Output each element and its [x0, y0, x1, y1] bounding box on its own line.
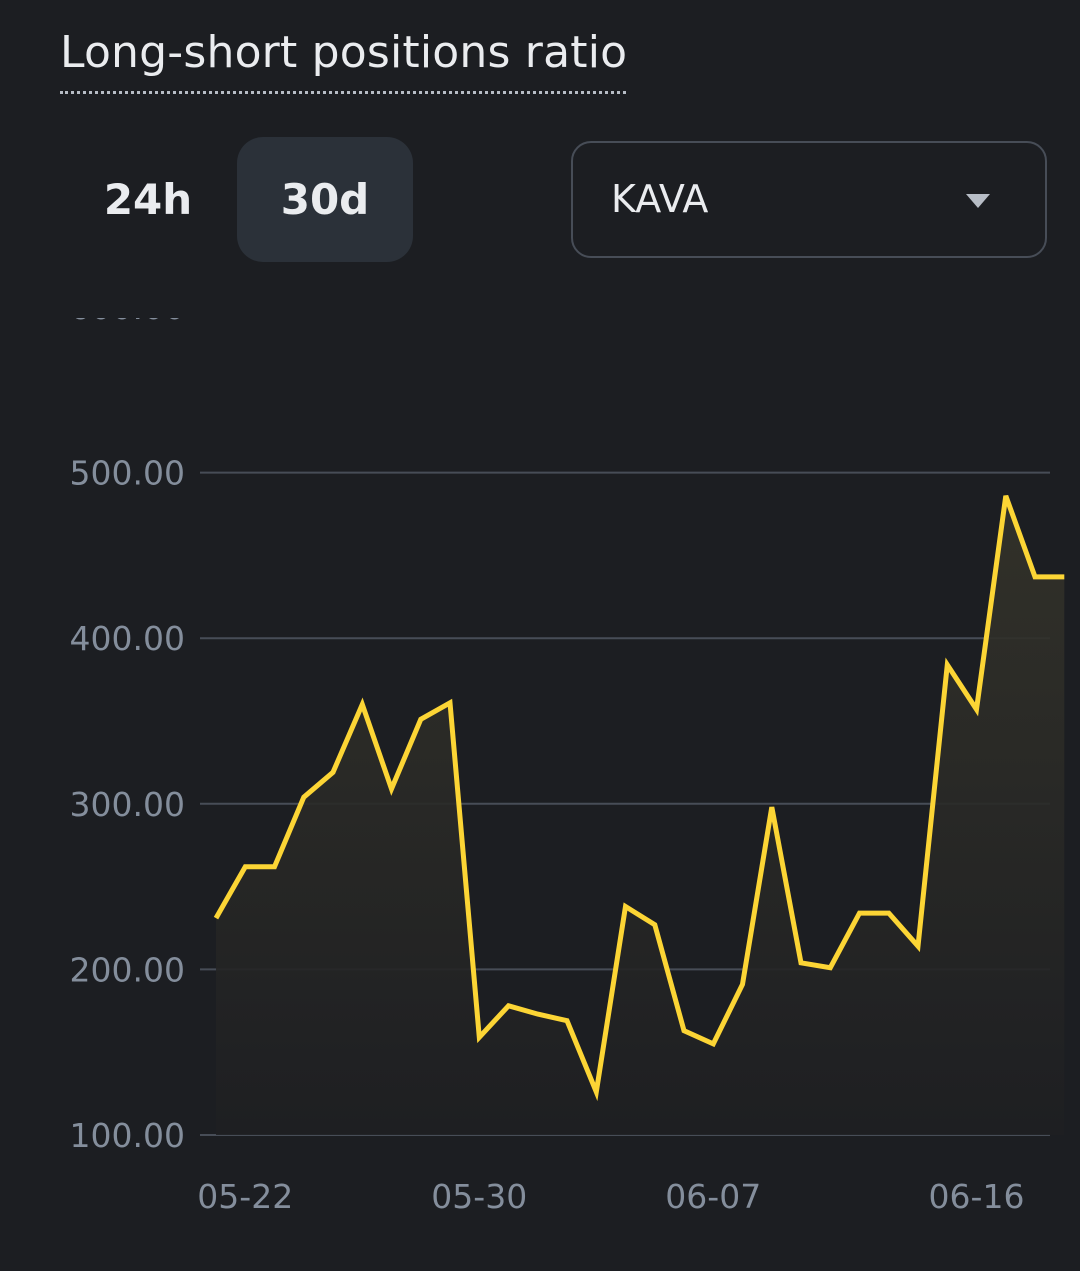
symbol-select-value: KAVA [611, 177, 709, 221]
long-short-ratio-chart: 100.00 200.00 300.00 400.00 500.00 600.00 05-2… [70, 300, 1065, 1216]
area-fill [216, 495, 1065, 1135]
y-tick-label: 100.00 [70, 1116, 185, 1155]
symbol-select[interactable]: KAVA [571, 141, 1047, 258]
series-line [213, 494, 1065, 1102]
x-tick-label: 05-30 [431, 1177, 527, 1216]
x-tick-label: 06-07 [665, 1177, 761, 1216]
y-tick-label: 400.00 [70, 619, 185, 658]
y-tick-label: 300.00 [70, 785, 185, 824]
caret-down-icon [966, 194, 990, 208]
y-tick-label: 500.00 [70, 454, 185, 493]
title-dotted-underline [60, 91, 626, 94]
x-tick-label: 05-22 [197, 1177, 293, 1216]
y-tick-label: 200.00 [70, 950, 185, 989]
y-tick-label: 600.00 [70, 300, 185, 327]
x-tick-label: 06-16 [929, 1177, 1025, 1216]
tab-30d[interactable]: 30d [237, 137, 413, 262]
page-title: Long-short positions ratio [60, 27, 628, 78]
tab-24h[interactable]: 24h [103, 175, 193, 224]
